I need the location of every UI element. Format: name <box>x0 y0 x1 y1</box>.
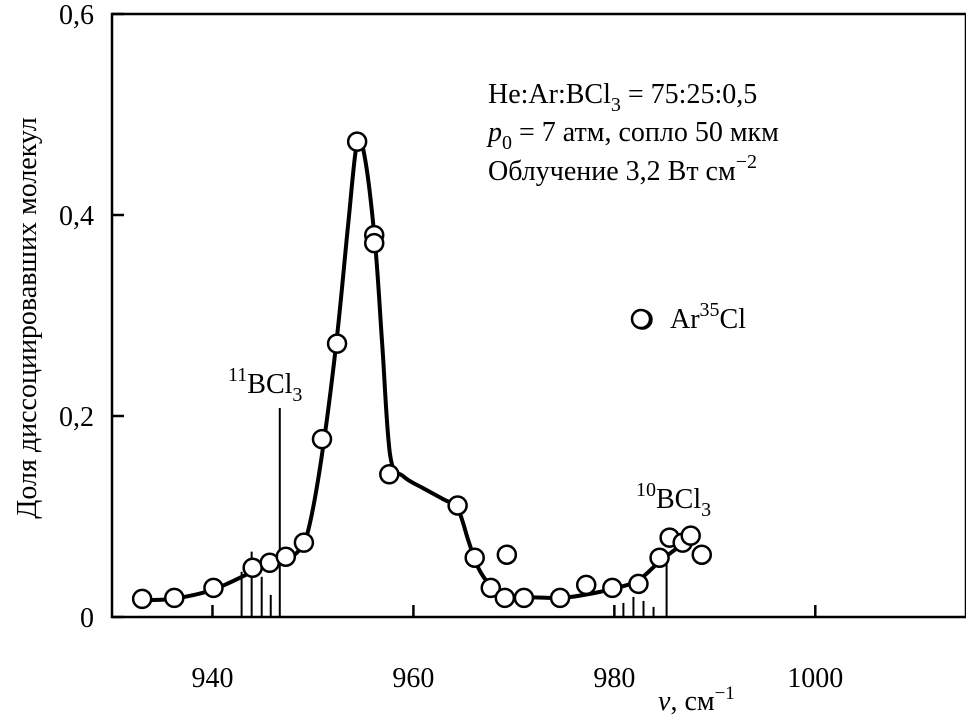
legend-label-post: Cl <box>720 304 747 335</box>
annotation-irradiation-main: Облучение 3,2 Вт см <box>488 156 736 187</box>
data-point <box>602 577 623 599</box>
fit-curve <box>140 136 697 602</box>
x-tick-label: 940 <box>191 663 233 694</box>
data-point <box>346 131 368 152</box>
plot-frame <box>110 12 966 619</box>
data-point <box>691 544 713 565</box>
data-point <box>311 428 333 450</box>
data-point <box>628 573 649 595</box>
legend-label-pre: Ar <box>670 304 700 335</box>
annotation-composition-sub: 3 <box>611 94 621 116</box>
legend-marker <box>630 308 652 330</box>
y-tick-label: 0,2 <box>59 402 94 433</box>
label-10bcl3: 10BCl3 <box>636 479 711 521</box>
y-tick-label: 0 <box>80 603 94 634</box>
label-11bcl3-sub: 3 <box>292 384 302 406</box>
data-point <box>326 333 348 354</box>
x-axis-label: ν, см−1 <box>658 683 735 717</box>
data-point <box>480 577 502 599</box>
label-10bcl3-sub: 3 <box>701 499 711 521</box>
x-tick-label: 980 <box>593 663 635 694</box>
data-point <box>549 587 571 609</box>
label-10bcl3-sup: 10 <box>636 479 656 501</box>
data-point <box>513 587 535 609</box>
legend-label: Ar35Cl <box>670 299 746 335</box>
data-point <box>575 574 597 596</box>
data-point <box>496 544 518 565</box>
annotation-composition-main: He:Ar:BCl <box>488 79 611 110</box>
data-point <box>293 532 315 553</box>
x-axis-unit: , см <box>670 686 714 717</box>
label-11bcl3-main: BCl <box>247 369 292 400</box>
x-tick-label: 1000 <box>787 663 843 694</box>
spectral-lines <box>240 407 668 617</box>
annotation-composition: He:Ar:BCl3 = 75:25:0,5 <box>488 79 757 116</box>
x-tick-label: 960 <box>392 663 434 694</box>
data-point <box>203 577 224 599</box>
data-point <box>464 547 485 568</box>
data-point <box>131 588 153 610</box>
data-point <box>680 525 701 546</box>
data-point <box>275 546 297 567</box>
data-point <box>494 587 516 609</box>
y-tick-label: 0,4 <box>59 201 94 232</box>
x-axis-unit-sup: −1 <box>715 683 735 704</box>
y-axis-ticks: 0 0,2 0,4 0,6 <box>59 0 124 634</box>
y-axis-label: Доля диссоциировавших молекул <box>12 117 43 518</box>
data-point <box>447 495 468 516</box>
data-point <box>379 464 400 485</box>
data-point <box>164 587 185 609</box>
label-10bcl3-main: BCl <box>656 484 701 515</box>
annotation-irradiation: Облучение 3,2 Вт см−2 <box>488 151 757 187</box>
annotation-irradiation-sup: −2 <box>736 151 757 173</box>
annotation-pressure: p0 = 7 атм, сопло 50 мкм <box>486 117 779 154</box>
y-tick-label: 0,6 <box>59 0 94 31</box>
x-axis-ticks: 940 960 980 1000 <box>191 605 843 694</box>
legend-label-sup: 35 <box>700 299 720 321</box>
annotation-pressure-rest: = 7 атм, сопло 50 мкм <box>512 117 779 148</box>
data-point <box>649 547 670 568</box>
annotation-pressure-symbol: p <box>486 117 502 148</box>
label-11bcl3-sup: 11 <box>228 364 247 386</box>
annotation-pressure-sub: 0 <box>502 132 512 154</box>
data-points <box>131 131 713 610</box>
x-axis-symbol: ν <box>658 686 671 717</box>
data-point <box>242 557 263 579</box>
data-point <box>363 232 385 254</box>
annotation-composition-ratio: = 75:25:0,5 <box>621 79 757 110</box>
label-11bcl3: 11BCl3 <box>228 364 302 406</box>
